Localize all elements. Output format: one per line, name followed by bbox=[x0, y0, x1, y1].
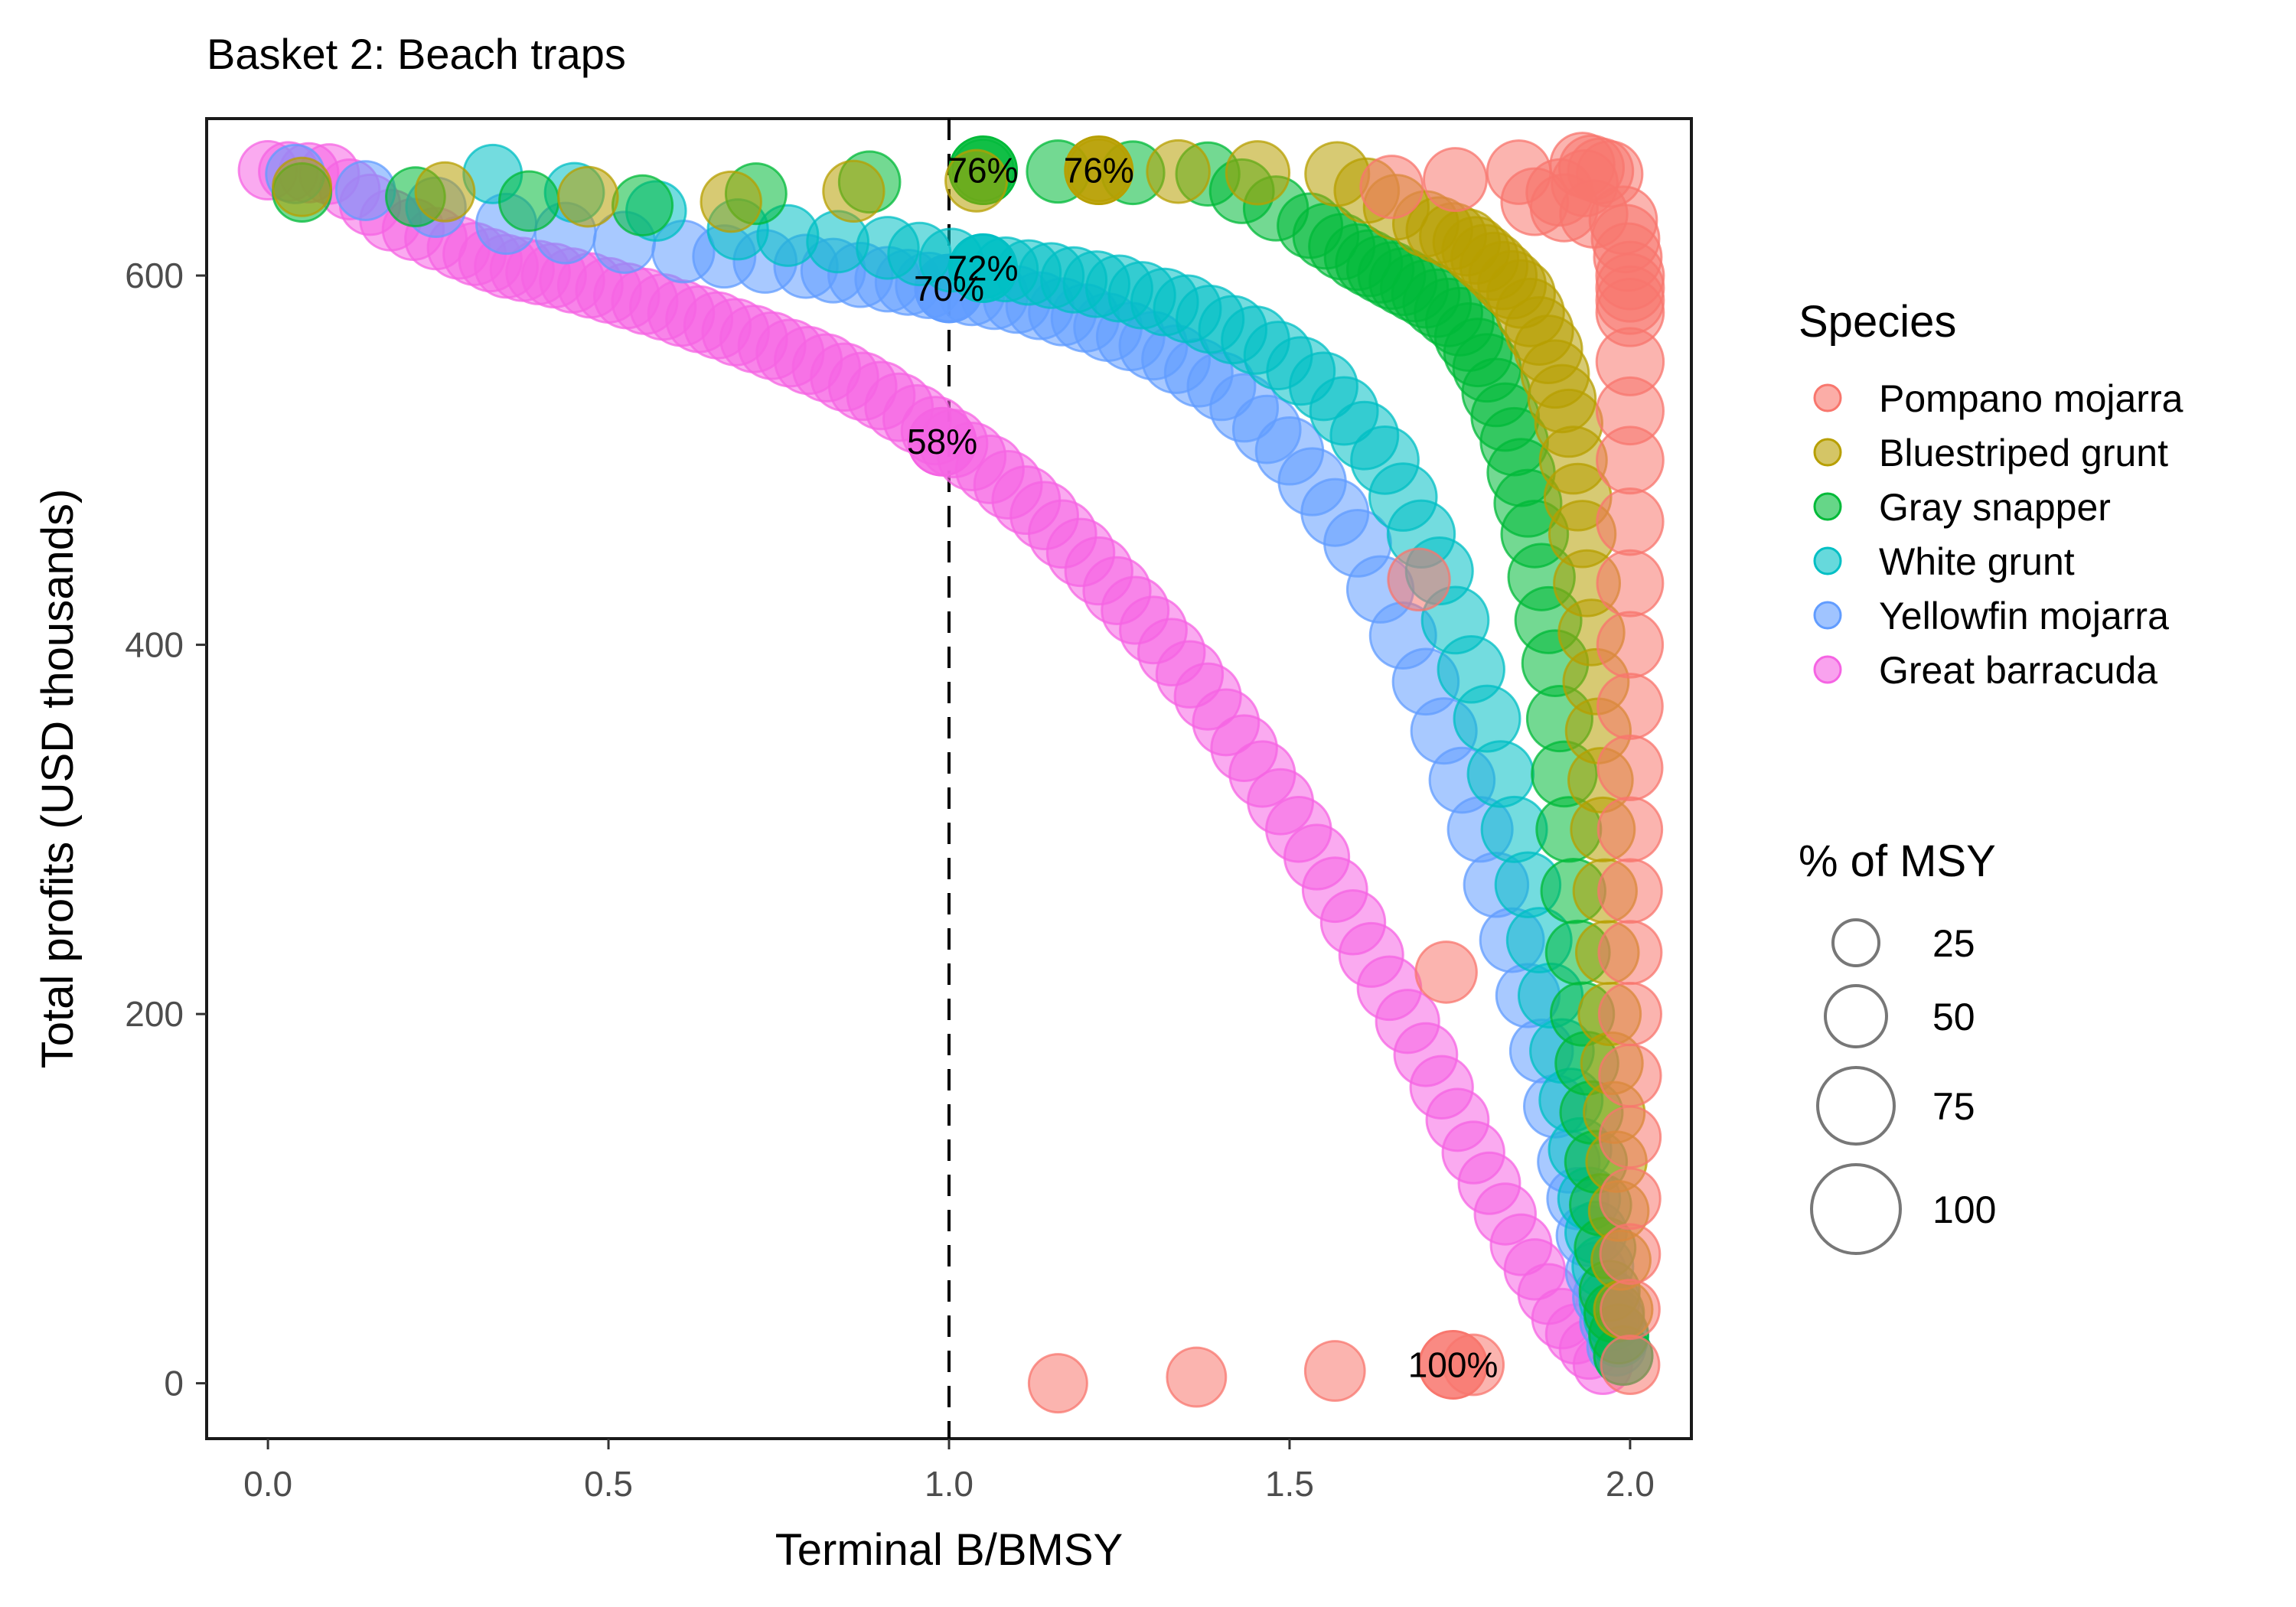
point-pompano-mojarra bbox=[1596, 796, 1664, 863]
point-pompano-mojarra bbox=[1359, 155, 1424, 220]
point-pompano-mojarra bbox=[1166, 1346, 1228, 1408]
highlight-point-bluestriped-grunt bbox=[1064, 135, 1134, 206]
point-label-yellowfin-mojarra: 70% bbox=[914, 269, 984, 308]
point-pompano-mojarra bbox=[1596, 734, 1664, 802]
legend-key-pompano-mojarra bbox=[1813, 383, 1842, 412]
legend-size-label: 100 bbox=[1932, 1188, 1996, 1231]
legend-size-label: 25 bbox=[1932, 922, 1975, 965]
y-axis-title: Total profits (USD thousands) bbox=[33, 489, 83, 1069]
legend-label: White grunt bbox=[1879, 540, 2075, 583]
highlight-point-pompano-mojarra bbox=[1418, 1329, 1489, 1400]
chart-title: Basket 2: Beach traps bbox=[207, 30, 626, 78]
x-axis-title: Terminal B/BMSY bbox=[775, 1525, 1123, 1575]
point-bluestriped-grunt bbox=[944, 148, 1009, 213]
highlight-point-great-barracuda bbox=[907, 406, 977, 477]
legend-key-gray-snapper bbox=[1813, 492, 1842, 521]
point-label-gray-snapper: 76% bbox=[947, 151, 1018, 191]
point-pompano-mojarra bbox=[1027, 1353, 1088, 1414]
legend-label: Yellowfin mojarra bbox=[1879, 595, 2169, 637]
legend-label: Pompano mojarra bbox=[1879, 377, 2183, 420]
point-pompano-mojarra bbox=[1596, 487, 1665, 556]
point-pompano-mojarra bbox=[1599, 1279, 1661, 1341]
point-bluestriped-grunt bbox=[557, 165, 619, 228]
point-gray-snapper bbox=[497, 170, 560, 232]
legend-size-key bbox=[1810, 1163, 1902, 1255]
point-label-great-barracuda: 58% bbox=[907, 422, 977, 461]
y-tick-label: 200 bbox=[125, 994, 184, 1034]
point-label-white-grunt: 72% bbox=[947, 248, 1018, 288]
point-pompano-mojarra bbox=[1596, 425, 1665, 495]
point-pompano-mojarra bbox=[1600, 1334, 1661, 1395]
legend-size-label: 50 bbox=[1932, 996, 1975, 1038]
x-tick-label: 0.5 bbox=[584, 1464, 633, 1504]
point-gray-snapper bbox=[611, 174, 674, 236]
x-tick-label: 2.0 bbox=[1606, 1464, 1655, 1504]
point-pompano-mojarra bbox=[1303, 1340, 1366, 1402]
legend-species-title: Species bbox=[1799, 297, 1956, 347]
point-pompano-mojarra bbox=[1596, 549, 1665, 618]
legend-size-key bbox=[1816, 1066, 1896, 1146]
y-tick-label: 600 bbox=[125, 256, 184, 295]
legend-label: Great barracuda bbox=[1879, 649, 2157, 692]
point-bluestriped-grunt bbox=[1225, 140, 1291, 206]
point-bluestriped-grunt bbox=[822, 159, 885, 223]
point-pompano-mojarra bbox=[1597, 920, 1663, 986]
point-bluestriped-grunt bbox=[1146, 139, 1211, 204]
legend-size-title: % of MSY bbox=[1799, 836, 1996, 886]
point-pompano-mojarra bbox=[1422, 147, 1488, 213]
x-tick-label: 1.0 bbox=[925, 1464, 974, 1504]
highlight-point-white-grunt bbox=[947, 233, 1018, 303]
point-pompano-mojarra bbox=[1414, 940, 1478, 1004]
point-bluestriped-grunt bbox=[272, 156, 333, 217]
x-tick-label: 0.0 bbox=[243, 1464, 292, 1504]
legend-key-great-barracuda bbox=[1813, 655, 1842, 684]
legend-key-yellowfin-mojarra bbox=[1813, 601, 1842, 630]
legend-label: Bluestriped grunt bbox=[1879, 432, 2168, 474]
legend-key-bluestriped-grunt bbox=[1813, 438, 1842, 467]
point-label-pompano-mojarra: 100% bbox=[1408, 1345, 1499, 1384]
point-bluestriped-grunt bbox=[414, 161, 476, 223]
point-pompano-mojarra bbox=[1599, 1167, 1662, 1231]
legend-size-key bbox=[1831, 918, 1880, 967]
point-pompano-mojarra bbox=[1599, 1223, 1662, 1286]
legend-size-key bbox=[1824, 984, 1888, 1048]
y-tick-label: 400 bbox=[125, 625, 184, 665]
point-pompano-mojarra bbox=[1597, 982, 1663, 1047]
point-pompano-mojarra bbox=[1387, 547, 1451, 612]
point-pompano-mojarra bbox=[1596, 673, 1664, 740]
point-pompano-mojarra bbox=[1597, 858, 1663, 924]
point-label-bluestriped-grunt: 76% bbox=[1064, 151, 1134, 191]
point-pompano-mojarra bbox=[1596, 611, 1665, 679]
legend-key-white-grunt bbox=[1813, 546, 1842, 575]
point-pompano-mojarra bbox=[1598, 1043, 1662, 1108]
legend-label: Gray snapper bbox=[1879, 486, 2111, 529]
point-bluestriped-grunt bbox=[700, 170, 762, 233]
point-pompano-mojarra bbox=[1598, 1105, 1662, 1169]
legend-size-label: 75 bbox=[1932, 1085, 1975, 1128]
point-white-grunt bbox=[1466, 740, 1535, 808]
x-tick-label: 1.5 bbox=[1265, 1464, 1314, 1504]
y-tick-label: 0 bbox=[164, 1364, 184, 1403]
